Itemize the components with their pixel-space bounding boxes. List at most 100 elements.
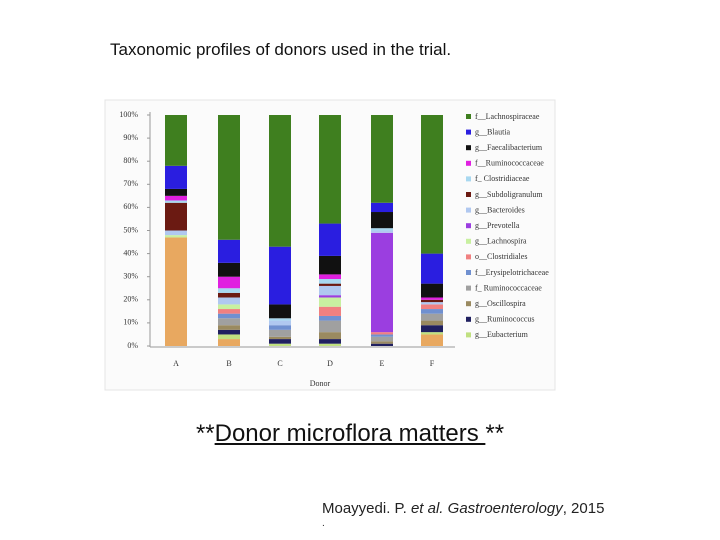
bar-segment (421, 334, 443, 346)
bar-segment (218, 309, 240, 314)
legend-swatch (466, 270, 471, 275)
bar-segment (218, 239, 240, 263)
legend-label: g__Subdoligranulum (475, 190, 543, 199)
bar-segment (269, 329, 291, 337)
bar-segment (218, 334, 240, 340)
legend-label: g__Faecalibacterium (475, 143, 543, 152)
bar-segment (319, 283, 341, 286)
bar-segment (218, 262, 240, 277)
legend-swatch (466, 254, 471, 260)
headline-part: Donor microflora matters (214, 420, 486, 447)
bar-segment (319, 306, 341, 316)
citation-part: , 2015 (562, 500, 605, 517)
bar-segment (421, 313, 443, 321)
y-tick-label: 100% (119, 110, 138, 119)
bar-segment (319, 297, 341, 307)
bar-segment (421, 115, 443, 254)
bar-segment (319, 255, 341, 275)
bar-segment (371, 343, 393, 346)
bar-segment (165, 200, 187, 203)
bar-segment (269, 115, 291, 247)
bar-segment (319, 279, 341, 284)
headline-part: ** (195, 420, 215, 447)
legend-swatch (466, 129, 471, 135)
legend-label: f_ Clostridiaceae (475, 174, 530, 183)
legend-swatch (466, 332, 471, 338)
bar-segment (319, 223, 341, 256)
bar-segment (165, 235, 187, 238)
bar-segment (319, 115, 341, 224)
bar-segment (218, 276, 240, 289)
bar-segment (269, 325, 291, 330)
bar-segment (165, 165, 187, 189)
legend-label: f_ Ruminococcaceae (475, 283, 542, 292)
legend-swatch (466, 207, 471, 213)
bar-segment (421, 253, 443, 284)
citation-part: et al. (410, 500, 444, 517)
bar-segment (218, 329, 240, 335)
footnote: . (322, 518, 325, 529)
bar-segment (319, 343, 341, 346)
bar-segment (165, 115, 187, 166)
bar-segment (269, 336, 291, 340)
bar-segment (319, 332, 341, 340)
bar-segment (218, 304, 240, 310)
x-tick-label: E (380, 359, 385, 368)
bar-segment (218, 288, 240, 293)
bar-segment (319, 320, 341, 333)
legend-label: g__Prevotella (475, 221, 520, 230)
headline-part: ** (485, 420, 505, 447)
slide-title: Taxonomic profiles of donors used in the… (110, 40, 452, 59)
bar-segment (269, 246, 291, 305)
legend-swatch (466, 223, 471, 229)
bar-segment (421, 320, 443, 326)
bar-segment (371, 230, 393, 233)
bar-segment (165, 188, 187, 196)
bar-segment (218, 297, 240, 305)
legend-label: f__Ruminococcaceae (475, 159, 544, 168)
legend-swatch (466, 176, 471, 182)
bar-segment (371, 334, 393, 337)
y-tick-label: 90% (123, 133, 138, 142)
bar-segment (421, 332, 443, 335)
bar-segment (269, 318, 291, 321)
legend-label: g__Eubacterium (475, 330, 529, 339)
bar-segment (165, 202, 187, 231)
bar-segment (421, 309, 443, 314)
bar-segment (421, 325, 443, 333)
bar-segment (371, 232, 393, 333)
legend-swatch (466, 238, 471, 244)
bar-segment (371, 115, 393, 203)
bar-segment (421, 297, 443, 300)
legend-label: f__Erysipelotrichaceae (475, 268, 549, 277)
citation-part: Gastroenterology (443, 500, 563, 517)
bar-segment (218, 313, 240, 319)
bar-segment (269, 339, 291, 344)
y-tick-label: 30% (123, 272, 138, 281)
citation: Moayyedi. P. et al. Gastroenterology, 20… (322, 500, 604, 517)
legend-label: g__Oscillospira (475, 299, 526, 308)
bar-segment (319, 295, 341, 298)
bar-segment (218, 292, 240, 298)
bar-segment (371, 202, 393, 213)
legend-label: g__Lachnospira (475, 237, 527, 246)
bar-segment (269, 343, 291, 346)
legend-label: g__Blautia (475, 127, 511, 136)
bar-segment (421, 302, 443, 305)
bar-segment (218, 339, 240, 346)
headline: **Donor microflora matters ** (0, 420, 700, 448)
y-tick-label: 50% (123, 225, 138, 234)
legend-swatch (466, 160, 471, 166)
bar-segment (165, 237, 187, 346)
legend-label: g__Ruminococcus (475, 315, 535, 324)
y-tick-label: 60% (123, 202, 138, 211)
x-tick-label: C (277, 359, 282, 368)
citation-part: Moayyedi. P. (322, 500, 411, 517)
bar-segment (165, 195, 187, 201)
x-tick-label: F (430, 359, 435, 368)
y-tick-label: 20% (123, 295, 138, 304)
legend-swatch (466, 285, 471, 291)
y-tick-label: 70% (123, 179, 138, 188)
bar-segment (218, 115, 240, 240)
bar-segment (371, 341, 393, 344)
